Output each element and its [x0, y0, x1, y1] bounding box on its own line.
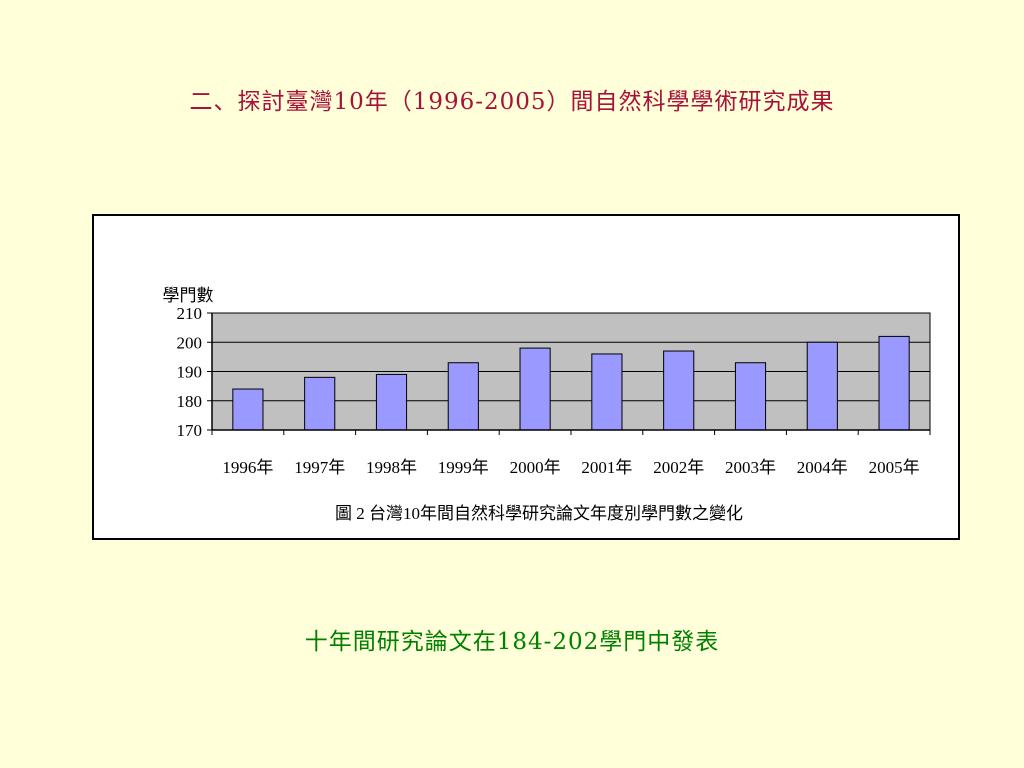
y-tick-label: 210 — [177, 304, 203, 323]
x-tick-label: 2003年 — [725, 458, 776, 477]
ticks — [207, 312, 931, 435]
bar — [734, 362, 767, 431]
y-axis-label: 學門數 — [163, 286, 214, 305]
x-tick-label: 2002年 — [653, 458, 704, 477]
y-tick-label: 190 — [177, 363, 203, 382]
chart-frame: 170 180 190 200 210 1996年 1997年 1998年 1999年 2000年… — [92, 214, 960, 540]
bars — [232, 335, 910, 431]
x-tick-label: 1996年 — [222, 458, 273, 477]
bar-chart: 170 180 190 200 210 1996年 1997年 1998年 1999年 2000年… — [163, 286, 931, 523]
chart-title: 圖 2 台灣10年間自然科學研究論文年度別學門數之變化 — [335, 504, 743, 523]
y-tick-label: 200 — [177, 333, 203, 352]
slide-title: 二、探討臺灣10年（1996-2005）間自然科學學術研究成果 — [189, 89, 835, 115]
tick-labels: 170 180 190 200 210 1996年 1997年 1998年 1999年 2000年… — [177, 304, 920, 477]
bar — [304, 376, 336, 431]
bar — [232, 388, 264, 431]
bar — [447, 362, 479, 431]
x-tick-label: 1997年 — [294, 458, 345, 477]
bar — [591, 353, 623, 431]
y-tick-label: 180 — [177, 392, 203, 411]
x-tick-label: 2005年 — [869, 458, 920, 477]
x-tick-label: 1998年 — [366, 458, 417, 477]
x-tick-label: 2000年 — [510, 458, 561, 477]
y-tick-label: 170 — [177, 421, 203, 440]
bar — [519, 347, 551, 431]
bar — [806, 341, 838, 431]
bar — [375, 373, 408, 431]
x-tick-label: 2001年 — [581, 458, 632, 477]
slide-summary: 十年間研究論文在184-202學門中發表 — [304, 629, 720, 655]
bar — [663, 350, 695, 431]
bar — [878, 335, 910, 431]
x-tick-label: 1999年 — [438, 458, 489, 477]
x-tick-label: 2004年 — [797, 458, 848, 477]
